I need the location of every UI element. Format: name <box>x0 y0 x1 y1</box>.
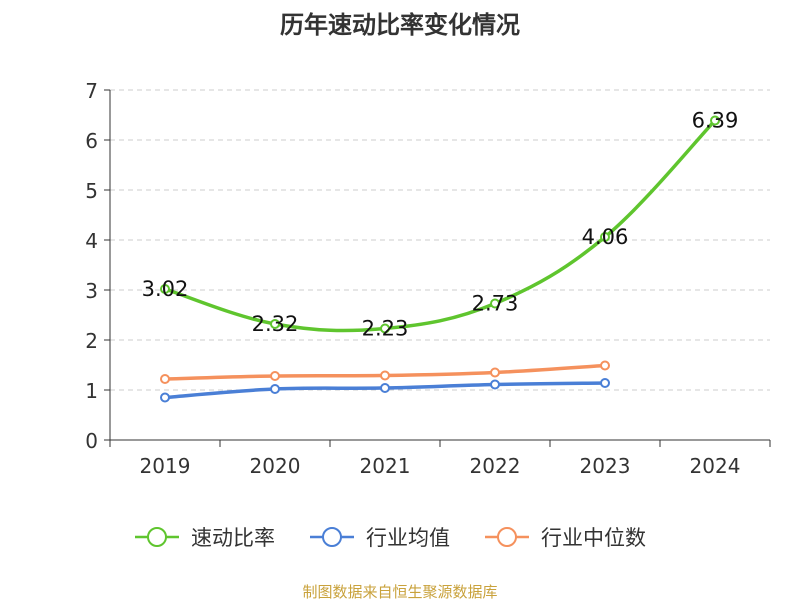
x-tick-label: 2020 <box>250 454 301 478</box>
data-label: 3.02 <box>142 277 189 301</box>
data-point[interactable] <box>380 370 390 381</box>
y-tick-label: 0 <box>85 429 98 453</box>
axes: 0 1 2 3 4 5 6 7 2019 2020 2021 2022 2023 2024 <box>85 79 771 478</box>
legend-item-2[interactable]: 行业均值 <box>310 526 450 550</box>
legend-item-1[interactable]: 速动比率 <box>135 526 275 550</box>
source-note: 制图数据来自恒生聚源数据库 <box>302 583 497 600</box>
x-tick-label: 2019 <box>140 454 191 478</box>
legend-item-3[interactable]: 行业中位数 <box>485 526 646 550</box>
data-point[interactable] <box>160 284 170 294</box>
legend-label: 行业中位数 <box>541 526 646 550</box>
y-tick-label: 2 <box>85 329 98 353</box>
legend-marker-icon <box>322 527 342 547</box>
data-label: 2.32 <box>252 312 299 336</box>
data-label: 2.73 <box>472 292 519 316</box>
data-label: 4.06 <box>582 225 629 249</box>
legend-marker-icon <box>497 527 517 547</box>
data-point[interactable] <box>600 378 610 388</box>
legend: 速动比率 行业均值 行业中位数 <box>135 526 646 550</box>
y-tick-label: 5 <box>85 179 98 203</box>
data-point[interactable] <box>270 371 280 381</box>
chart-title: 历年速动比率变化情况 <box>280 11 520 39</box>
x-tick-label: 2022 <box>470 454 521 478</box>
y-tick-label: 6 <box>85 129 98 153</box>
data-labels: 3.02 2.32 2.23 2.73 4.06 6.39 <box>142 109 739 341</box>
data-point[interactable] <box>490 379 500 390</box>
y-tick-label: 7 <box>85 79 98 103</box>
grid <box>110 89 770 391</box>
data-point[interactable] <box>490 367 500 378</box>
legend-marker-icon <box>147 527 167 547</box>
data-point[interactable] <box>270 319 280 329</box>
y-tick-label: 4 <box>85 229 98 253</box>
data-point[interactable] <box>600 232 610 242</box>
data-point[interactable] <box>380 383 390 393</box>
x-tick-label: 2024 <box>690 454 741 478</box>
legend-label: 行业均值 <box>366 526 450 550</box>
data-label: 6.39 <box>692 109 739 133</box>
data-point[interactable] <box>490 298 500 309</box>
y-tick-label: 3 <box>85 279 98 303</box>
data-point[interactable] <box>270 384 280 394</box>
legend-label: 速动比率 <box>191 526 275 550</box>
x-tick-label: 2021 <box>360 454 411 478</box>
data-label: 2.23 <box>362 317 409 341</box>
data-point[interactable] <box>710 115 720 126</box>
data-point[interactable] <box>160 392 170 403</box>
y-tick-label: 1 <box>85 379 98 403</box>
data-point[interactable] <box>380 323 390 334</box>
series-lines <box>160 115 720 403</box>
x-tick-label: 2023 <box>580 454 631 478</box>
data-point[interactable] <box>600 360 610 371</box>
data-point[interactable] <box>160 374 170 384</box>
series-line-1 <box>163 118 717 333</box>
